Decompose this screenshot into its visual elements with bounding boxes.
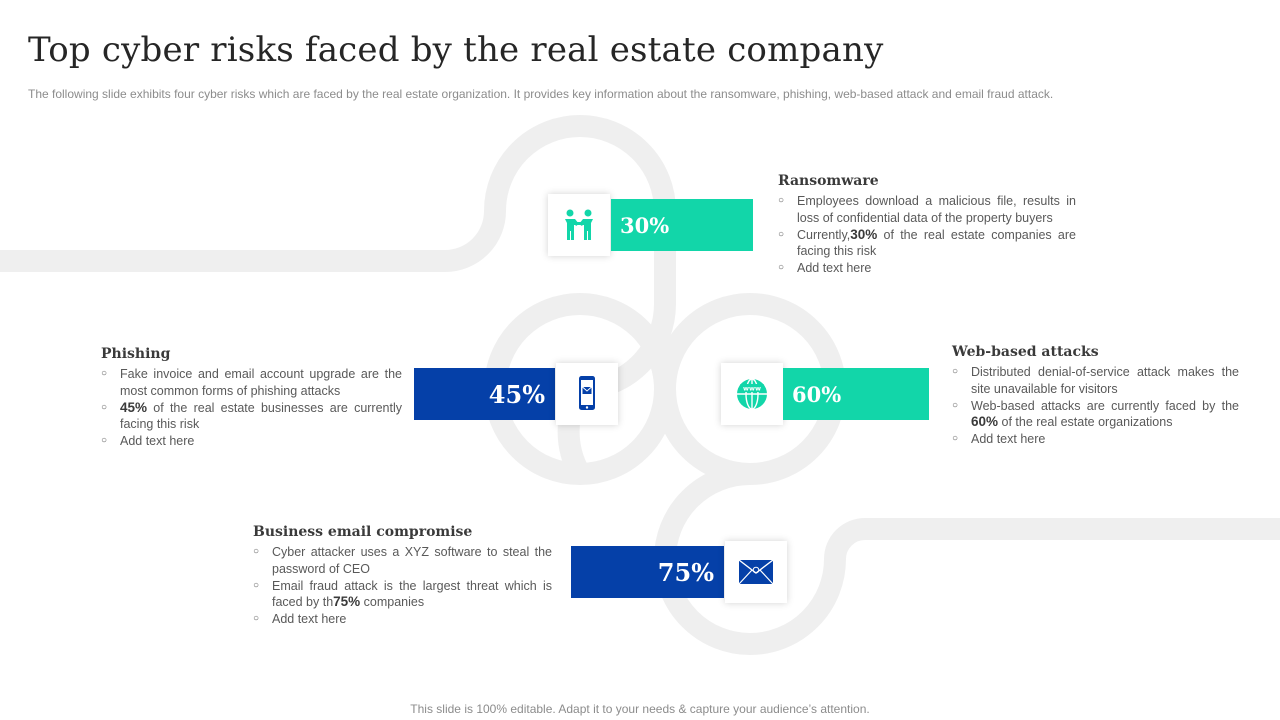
phishing-points: Fake invoice and email account upgrade a…: [101, 366, 402, 450]
ransomware-description: Ransomware Employees download a maliciou…: [778, 173, 1076, 277]
phishing-title: Phishing: [101, 346, 171, 362]
handshake-people-icon: [565, 209, 593, 240]
bullet-point: Add text here: [952, 431, 1239, 448]
envelope-icon: [738, 559, 774, 585]
ransomware-percent-bar: 30%: [611, 199, 753, 251]
phishing-icon-box: [556, 363, 618, 425]
svg-text:www: www: [743, 385, 761, 393]
bullet-point: Distributed denial-of-service attack mak…: [952, 364, 1239, 397]
web-attacks-percent: 60%: [792, 381, 842, 407]
bullet-point: Currently,30% of the real estate compani…: [778, 227, 1076, 260]
bec-percent-bar: 75%: [571, 546, 724, 598]
bec-title: Business email compromise: [253, 524, 473, 540]
bullet-point: Employees download a malicious file, res…: [778, 193, 1076, 226]
bec-description: Business email compromise Cyber attacker…: [253, 524, 552, 628]
web-attacks-icon-box: www: [721, 363, 783, 425]
bullet-point: Email fraud attack is the largest threat…: [253, 578, 552, 611]
bullet-point: 45% of the real estate businesses are cu…: [101, 400, 402, 433]
ransomware-percent: 30%: [620, 212, 670, 238]
web-attacks-description: Web-based attacks Distributed denial-of-…: [952, 344, 1239, 448]
slide-title: Top cyber risks faced by the real estate…: [28, 30, 884, 70]
bullet-point: Add text here: [253, 611, 552, 628]
bullet-point: Web-based attacks are currently faced by…: [952, 398, 1239, 431]
globe-www-icon: www: [737, 378, 767, 410]
bec-icon-box: [725, 541, 787, 603]
phishing-percent-bar: 45%: [414, 368, 555, 420]
bec-percent: 75%: [657, 557, 714, 587]
phishing-description: Phishing Fake invoice and email account …: [101, 346, 402, 450]
mobile-phone-email-icon: [579, 376, 595, 410]
bullet-point: Fake invoice and email account upgrade a…: [101, 366, 402, 399]
ransomware-icon-box: [548, 194, 610, 256]
phishing-percent: 45%: [488, 379, 545, 409]
web-attacks-points: Distributed denial-of-service attack mak…: [952, 364, 1239, 448]
web-attacks-percent-bar: 60%: [783, 368, 929, 420]
bullet-point: Add text here: [101, 433, 402, 450]
bullet-point: Cyber attacker uses a XYZ software to st…: [253, 544, 552, 577]
ransomware-points: Employees download a malicious file, res…: [778, 193, 1076, 277]
ransomware-title: Ransomware: [778, 173, 879, 189]
bullet-point: Add text here: [778, 260, 1076, 277]
slide-footer: This slide is 100% editable. Adapt it to…: [410, 702, 870, 716]
bec-points: Cyber attacker uses a XYZ software to st…: [253, 544, 552, 628]
slide-subtitle: The following slide exhibits four cyber …: [28, 87, 1054, 101]
web-attacks-title: Web-based attacks: [952, 344, 1099, 360]
